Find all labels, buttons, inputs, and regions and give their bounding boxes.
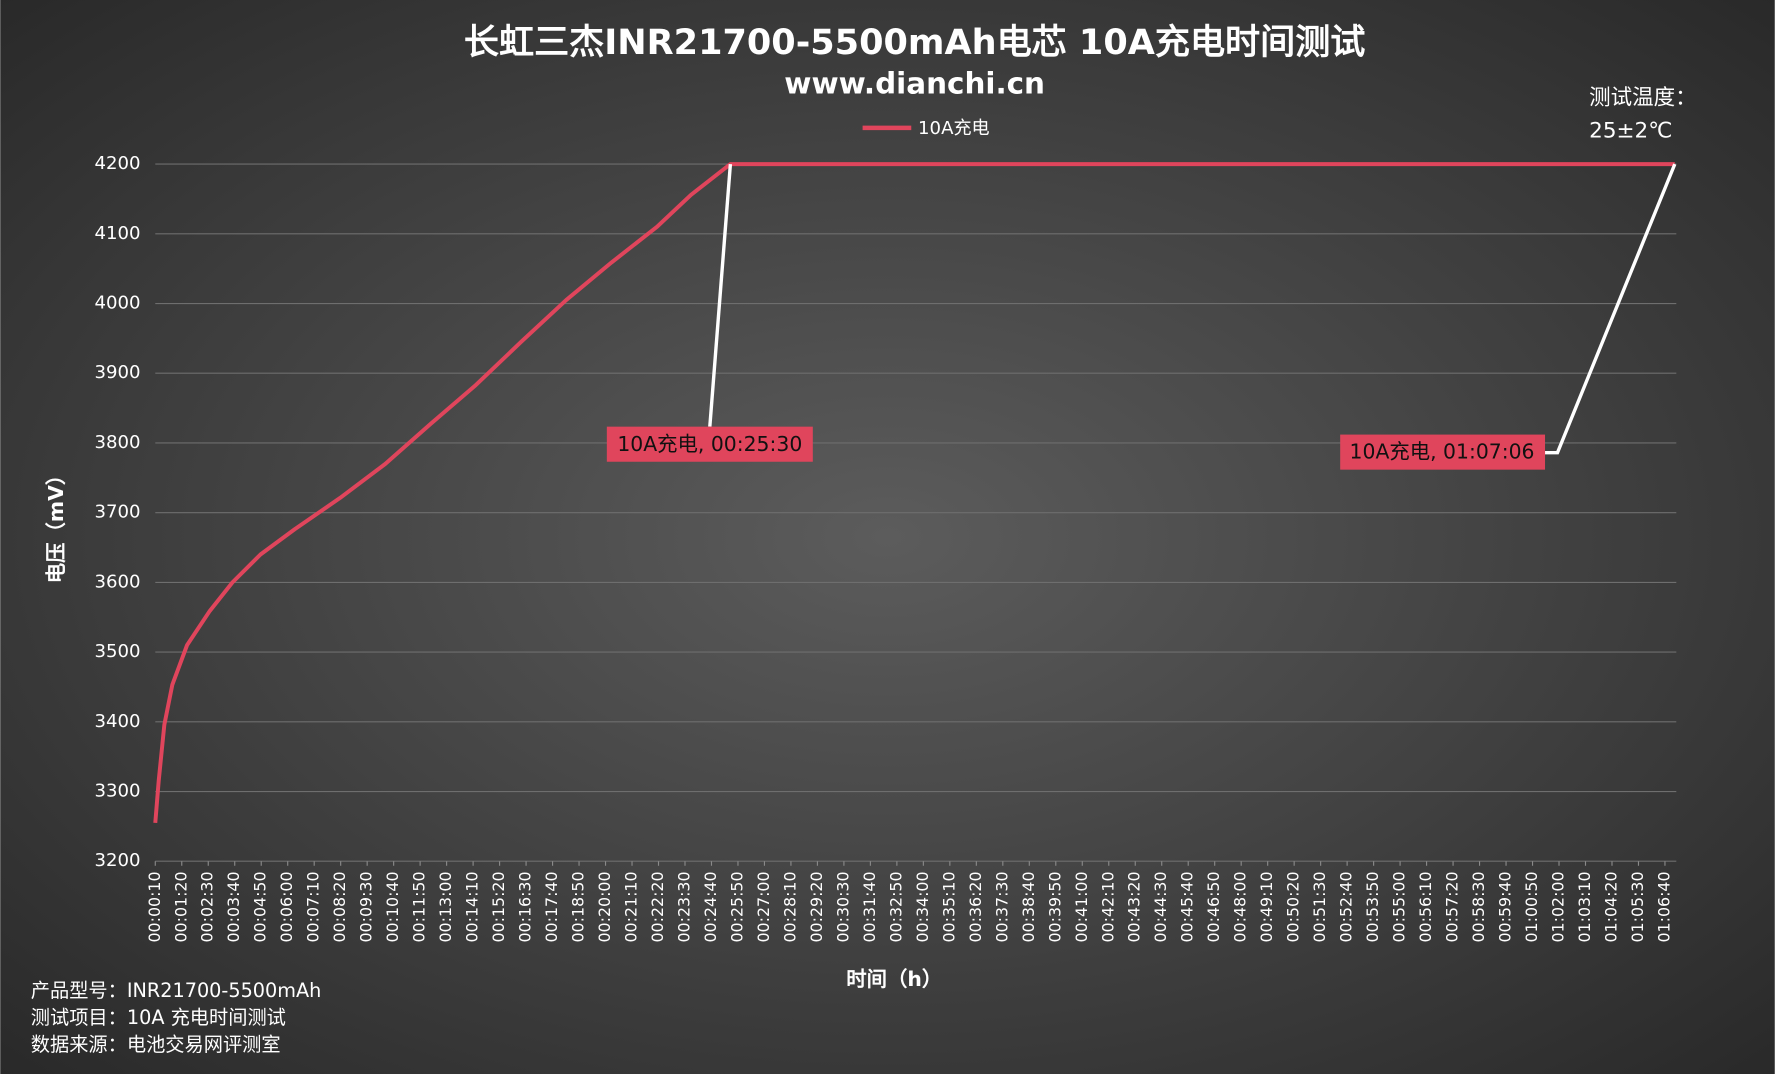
annotation: 10A充电, 00:25:30: [617, 432, 802, 456]
legend-label: 10A充电: [918, 118, 990, 139]
footer: 数据来源：电池交易网评测室: [31, 1033, 281, 1056]
y-tick-label: 3200: [95, 850, 141, 871]
x-tick-label: 00:01:20: [171, 871, 190, 942]
x-tick-label: 00:51:30: [1310, 871, 1329, 942]
x-tick-label: 00:03:40: [224, 871, 243, 942]
x-tick-label: 00:10:40: [383, 871, 402, 942]
chart-title: 长虹三杰INR21700-5500mAh电芯 10A充电时间测试: [464, 22, 1365, 63]
annotation-connector: [708, 163, 733, 427]
annotation-connector: [1545, 163, 1677, 455]
x-tick-label: 00:56:10: [1416, 871, 1435, 942]
x-tick-label: 00:04:50: [251, 871, 270, 942]
x-tick-label: 00:11:50: [410, 871, 429, 942]
y-tick-label: 4200: [95, 153, 141, 174]
x-tick-label: 00:42:10: [1098, 871, 1117, 942]
footer: 测试项目：10A 充电时间测试: [31, 1006, 286, 1029]
note: 25±2℃: [1589, 118, 1672, 143]
x-tick-label: 00:46:50: [1204, 871, 1223, 942]
x-tick-label: 00:24:40: [701, 871, 720, 942]
x-tick-label: 00:50:20: [1284, 871, 1303, 942]
x-tick-label: 00:37:30: [992, 871, 1011, 942]
y-tick-label: 4000: [95, 293, 141, 314]
x-tick-label: 00:49:10: [1257, 871, 1276, 942]
y-tick-label: 3600: [95, 571, 141, 592]
y-tick-label: 4100: [95, 223, 141, 244]
x-tick-label: 00:07:10: [304, 871, 323, 942]
x-tick-label: 00:45:40: [1178, 871, 1197, 942]
annotation: 10A充电, 01:07:06: [1350, 440, 1535, 464]
x-tick-label: 00:41:00: [1072, 871, 1091, 942]
y-tick-label: 3800: [95, 432, 141, 453]
x-tick-label: 00:25:50: [727, 871, 746, 942]
x-tick-label: 00:02:30: [198, 871, 217, 942]
x-tick-label: 00:18:50: [569, 871, 588, 942]
annotation-box: [606, 426, 813, 462]
x-tick-label: 00:27:00: [754, 871, 773, 942]
x-tick-label: 01:06:40: [1654, 871, 1673, 942]
x-tick-label: 00:30:30: [833, 871, 852, 942]
x-tick-label: 00:38:40: [1019, 871, 1038, 942]
annotation-box: [1340, 434, 1546, 470]
x-tick-label: 00:52:40: [1337, 871, 1356, 942]
x-tick-label: 00:55:00: [1390, 871, 1409, 942]
x-tick-label: 00:15:20: [489, 871, 508, 942]
x-tick-label: 00:53:50: [1363, 871, 1382, 942]
x-tick-label: 00:58:30: [1469, 871, 1488, 942]
x-tick-label: 00:22:20: [648, 871, 667, 942]
x-tick-label: 00:36:20: [966, 871, 985, 942]
x-tick-label: 00:06:00: [277, 871, 296, 942]
x-tick-label: 00:59:40: [1496, 871, 1515, 942]
x-tick-label: 01:03:10: [1575, 871, 1594, 942]
x-tick-label: 00:09:30: [357, 871, 376, 942]
x-tick-label: 01:05:30: [1628, 871, 1647, 942]
x-tick-label: 00:17:40: [542, 871, 561, 942]
x-tick-label: 00:35:10: [939, 871, 958, 942]
y-tick-label: 3900: [95, 362, 141, 383]
x-tick-label: 00:16:30: [516, 871, 535, 942]
y-tick-label: 3700: [95, 502, 141, 523]
x-tick-label: 01:04:20: [1601, 871, 1620, 942]
x-tick-label: 00:34:00: [913, 871, 932, 942]
x-tick-label: 00:39:50: [1045, 871, 1064, 942]
x-tick-label: 00:28:10: [780, 871, 799, 942]
y-tick-label: 3400: [95, 711, 141, 732]
chart-subtitle: www.dianchi.cn: [784, 66, 1045, 100]
x-tick-label: 01:00:50: [1522, 871, 1541, 942]
x-tick-label: 00:44:30: [1151, 871, 1170, 942]
x-tick-label: 00:08:20: [330, 871, 349, 942]
x-tick-label: 00:48:00: [1231, 871, 1250, 942]
x-tick-label: 00:23:30: [674, 871, 693, 942]
x-tick-label: 00:14:10: [463, 871, 482, 942]
y-tick-label: 3500: [95, 641, 141, 662]
x-tick-label: 00:43:20: [1125, 871, 1144, 942]
note: 测试温度：: [1589, 85, 1697, 110]
x-tick-label: 00:32:50: [886, 871, 905, 942]
x-tick-label: 01:02:00: [1549, 871, 1568, 942]
x-tick-label: 00:29:20: [807, 871, 826, 942]
x-tick-label: 00:20:00: [595, 871, 614, 942]
data-line: [153, 162, 1675, 824]
x-tick-label: 00:21:10: [622, 871, 641, 942]
y-tick-label: 3300: [95, 781, 141, 802]
y-axis-label: 电压（mV）: [44, 465, 68, 583]
x-tick-label: 00:00:10: [145, 871, 164, 942]
x-tick-label: 00:13:00: [436, 871, 455, 942]
x-tick-label: 00:57:20: [1443, 871, 1462, 942]
footer: 产品型号：INR21700-5500mAh: [31, 979, 322, 1002]
x-tick-label: 00:31:40: [860, 871, 879, 942]
x-axis-label: 时间（h）: [846, 967, 942, 991]
